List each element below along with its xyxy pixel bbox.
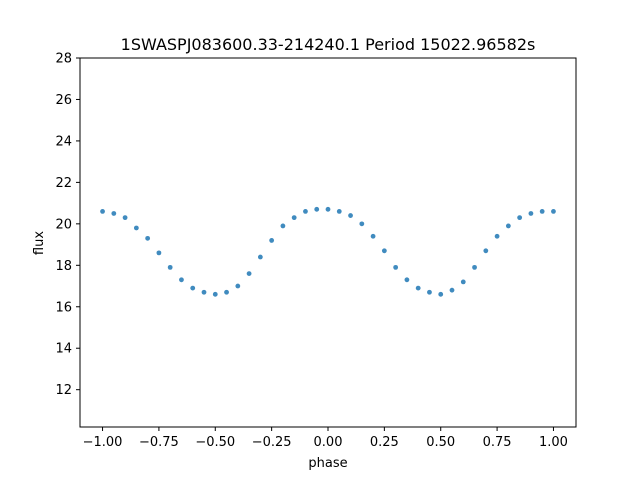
y-tick-label: 28 (55, 52, 72, 67)
data-point (370, 233, 376, 239)
scatter-points (100, 206, 556, 297)
data-point (145, 235, 151, 241)
data-point (551, 209, 556, 214)
y-axis: 12 14 16 18 20 22 24 26 28 (55, 52, 80, 398)
data-point (224, 289, 229, 295)
data-point (246, 271, 252, 276)
data-point (257, 254, 263, 260)
x-tick-label: −1.00 (83, 435, 123, 450)
data-point (483, 248, 489, 254)
x-axis: −1.00 −0.75 −0.50 −0.25 0.00 0.25 0.50 0.75 1.00 (83, 427, 568, 450)
data-point (415, 285, 421, 291)
data-point (348, 213, 353, 218)
data-point (100, 209, 105, 214)
data-point (460, 279, 466, 285)
data-point (269, 238, 275, 243)
x-tick-label: 0.75 (483, 435, 512, 450)
x-tick-label: −0.75 (139, 435, 179, 450)
data-point (472, 264, 477, 270)
x-tick-label: 1.00 (539, 435, 568, 450)
data-point (359, 221, 365, 227)
chart-title: 1SWASPJ083600.33-214240.1 Period 15022.9… (121, 35, 536, 54)
data-point (393, 264, 399, 270)
data-point (303, 209, 308, 214)
data-point (314, 206, 320, 212)
data-point (111, 211, 117, 216)
data-point (404, 277, 410, 283)
y-tick-label: 22 (55, 176, 72, 191)
data-point (156, 250, 162, 256)
x-tick-label: −0.25 (252, 435, 292, 450)
data-point (167, 264, 173, 270)
data-point (381, 248, 387, 254)
data-point (427, 289, 432, 295)
data-point (517, 215, 523, 221)
y-tick-label: 24 (55, 134, 72, 149)
data-point (179, 277, 184, 283)
y-tick-label: 14 (55, 342, 72, 357)
y-tick-label: 12 (55, 383, 72, 398)
x-tick-label: 0.00 (314, 435, 343, 450)
data-point (494, 233, 500, 239)
y-tick-label: 18 (55, 259, 72, 274)
data-point (539, 209, 545, 214)
data-point (438, 291, 444, 297)
data-point (122, 215, 128, 221)
data-point (280, 223, 286, 229)
x-tick-label: 0.50 (426, 435, 455, 450)
x-tick-label: −0.50 (195, 435, 235, 450)
data-point (190, 285, 196, 291)
x-axis-label: phase (308, 456, 347, 471)
data-point (133, 225, 139, 231)
y-axis-label: flux (32, 231, 47, 255)
data-point (336, 209, 342, 214)
data-point (201, 289, 207, 295)
data-point (235, 283, 241, 289)
data-point (325, 206, 331, 212)
y-tick-label: 16 (55, 300, 72, 315)
data-point (528, 211, 534, 216)
x-tick-label: 0.25 (370, 435, 399, 450)
data-point (505, 223, 511, 229)
y-tick-label: 26 (55, 93, 72, 108)
y-tick-label: 20 (55, 217, 72, 232)
data-point (212, 291, 218, 297)
data-point (291, 215, 297, 221)
data-point (449, 287, 455, 293)
